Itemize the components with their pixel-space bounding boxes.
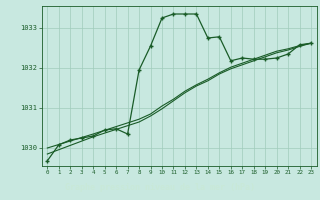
Text: Graphe pression niveau de la mer (hPa): Graphe pression niveau de la mer (hPa) xyxy=(65,183,255,192)
